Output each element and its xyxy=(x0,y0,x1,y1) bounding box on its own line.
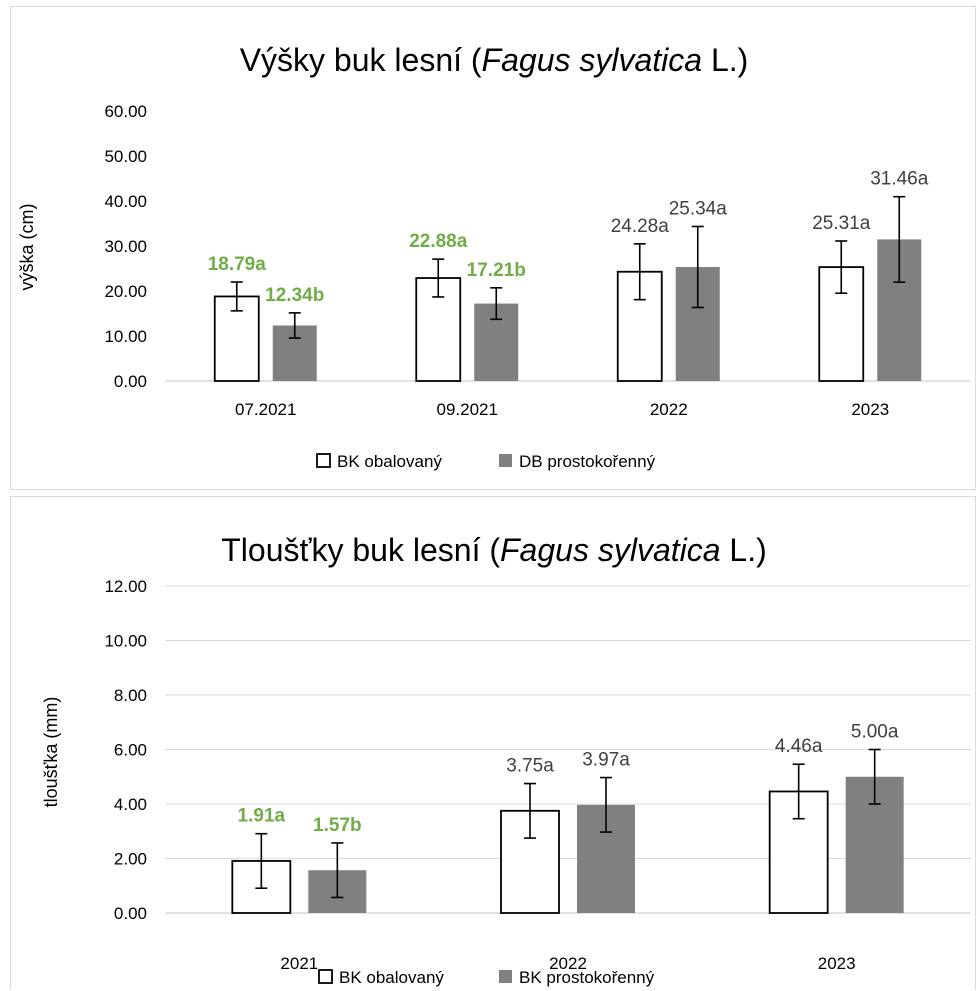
data-label: 31.46a xyxy=(870,169,929,190)
title-part: Fagus sylvatica xyxy=(500,532,721,568)
legend-swatch xyxy=(499,454,512,467)
data-label: 25.34a xyxy=(669,198,728,219)
y-tick-label: 6.00 xyxy=(114,741,147,760)
legend-label: BK obalovaný xyxy=(339,968,444,987)
height-chart-title: Výšky buk lesní (Fagus sylvatica L.) xyxy=(240,42,749,78)
thickness-chart-panel: Tloušťky buk lesní (Fagus sylvatica L.) 0… xyxy=(10,496,976,990)
title-part: Výšky buk lesní ( xyxy=(240,42,482,78)
legend-swatch xyxy=(499,970,512,983)
data-label: 24.28a xyxy=(611,216,670,237)
y-tick-label: 10.00 xyxy=(104,632,147,651)
legend-label: DB prostokořenný xyxy=(519,452,656,471)
y-tick-label: 10.00 xyxy=(104,327,147,346)
x-category-label: 2022 xyxy=(650,400,688,419)
y-tick-label: 4.00 xyxy=(114,795,147,814)
x-category-label: 2023 xyxy=(851,400,889,419)
x-category-label: 07.2021 xyxy=(235,400,296,419)
data-label: 25.31a xyxy=(812,213,871,234)
x-category-label: 2023 xyxy=(818,954,856,973)
x-category-label: 09.2021 xyxy=(437,400,498,419)
data-label: 17.21b xyxy=(467,260,526,281)
y-tick-label: 0.00 xyxy=(114,904,147,923)
y-tick-label: 60.00 xyxy=(104,102,147,121)
y-tick-label: 20.00 xyxy=(104,282,147,301)
thickness-y-axis-title: tloušťka (mm) xyxy=(41,697,61,808)
y-tick-label: 0.00 xyxy=(114,372,147,391)
thickness-chart-title: Tloušťky buk lesní (Fagus sylvatica L.) xyxy=(221,532,767,568)
data-label: 1.91a xyxy=(238,806,286,827)
data-label: 12.34b xyxy=(265,285,324,306)
title-part: Tloušťky buk lesní ( xyxy=(221,532,500,568)
thickness-chart: Tloušťky buk lesní (Fagus sylvatica L.) 0… xyxy=(11,497,977,991)
y-tick-label: 30.00 xyxy=(104,237,147,256)
data-label: 3.75a xyxy=(506,756,554,777)
height-chart: Výšky buk lesní (Fagus sylvatica L.) 0.00… xyxy=(11,7,977,491)
data-label: 3.97a xyxy=(582,750,630,771)
data-label: 22.88a xyxy=(409,231,468,252)
y-tick-label: 50.00 xyxy=(104,147,147,166)
y-tick-label: 40.00 xyxy=(104,192,147,211)
x-category-label: 2021 xyxy=(280,954,318,973)
legend-label: BK prostokořenný xyxy=(519,968,655,987)
legend-label: BK obalovaný xyxy=(337,452,442,471)
title-part: L.) xyxy=(702,42,748,78)
y-tick-label: 2.00 xyxy=(114,850,147,869)
y-tick-label: 8.00 xyxy=(114,686,147,705)
data-label: 5.00a xyxy=(851,722,899,743)
data-label: 18.79a xyxy=(208,254,267,275)
height-y-axis-title: výška (cm) xyxy=(17,204,37,291)
data-label: 4.46a xyxy=(775,736,823,757)
height-chart-panel: Výšky buk lesní (Fagus sylvatica L.) 0.00… xyxy=(10,6,976,490)
title-part: Fagus sylvatica xyxy=(482,42,703,78)
y-tick-label: 12.00 xyxy=(104,577,147,596)
legend-swatch xyxy=(319,970,332,983)
data-label: 1.57b xyxy=(313,815,362,836)
legend-swatch xyxy=(317,454,330,467)
title-part: L.) xyxy=(721,532,767,568)
